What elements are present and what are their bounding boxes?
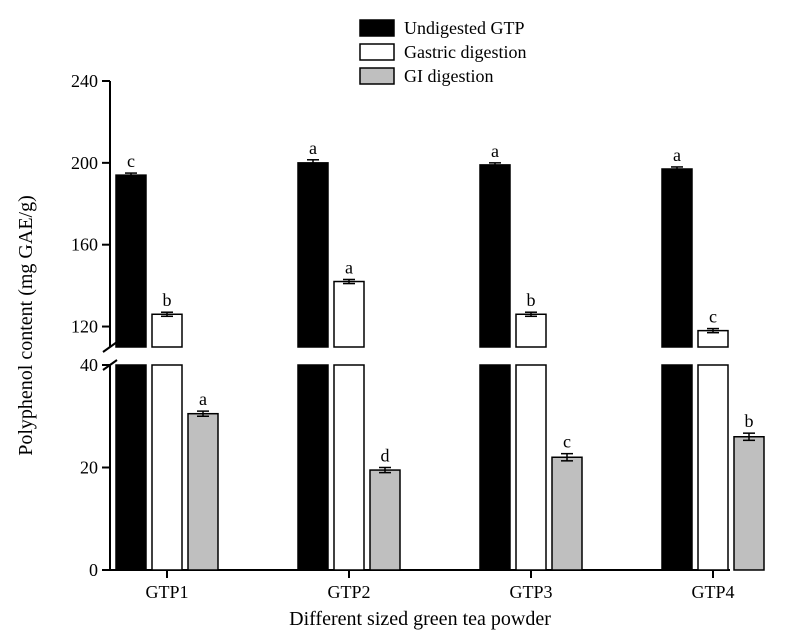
- significance-label: b: [745, 411, 754, 431]
- bar-upper: [334, 282, 364, 347]
- x-category-label: GTP2: [327, 582, 370, 602]
- ytick-label: 240: [71, 71, 98, 91]
- significance-label: d: [381, 446, 390, 466]
- bar-upper: [298, 163, 328, 347]
- significance-label: a: [199, 389, 207, 409]
- legend-swatch: [360, 68, 394, 84]
- ytick-label: 200: [71, 153, 98, 173]
- bar: [370, 470, 400, 570]
- bar-lower: [116, 365, 146, 570]
- bar-upper: [662, 169, 692, 347]
- significance-label: b: [527, 290, 536, 310]
- ytick-label: 0: [89, 560, 98, 580]
- significance-label: c: [709, 307, 717, 327]
- bar-upper: [152, 314, 182, 347]
- legend-label: GI digestion: [404, 66, 494, 86]
- ytick-label: 20: [80, 458, 98, 478]
- bar: [734, 437, 764, 570]
- bar-lower: [152, 365, 182, 570]
- bar-lower: [298, 365, 328, 570]
- x-category-label: GTP1: [145, 582, 188, 602]
- polyphenol-bar-chart: 0 20 40 120 160 200 240 Polyphenol content (mg …: [0, 0, 786, 637]
- ytick-label: 120: [71, 317, 98, 337]
- ytick-label: 160: [71, 235, 98, 255]
- bar-lower: [698, 365, 728, 570]
- chart-svg: 0 20 40 120 160 200 240 Polyphenol content (mg …: [0, 0, 786, 637]
- significance-label: a: [491, 141, 499, 161]
- legend-label: Gastric digestion: [404, 42, 526, 62]
- bar-lower: [516, 365, 546, 570]
- significance-label: a: [673, 145, 681, 165]
- legend-swatch: [360, 44, 394, 60]
- bar-upper: [516, 314, 546, 347]
- significance-label: c: [563, 432, 571, 452]
- bar: [188, 414, 218, 570]
- bar-lower: [480, 365, 510, 570]
- significance-label: a: [309, 138, 317, 158]
- y-axis-title: Polyphenol content (mg GAE/g): [15, 195, 37, 456]
- bar-lower: [662, 365, 692, 570]
- bar: [552, 457, 582, 570]
- bar-upper: [480, 165, 510, 347]
- significance-label: b: [163, 290, 172, 310]
- significance-label: a: [345, 257, 353, 277]
- x-category-label: GTP3: [509, 582, 552, 602]
- ytick-label: 40: [80, 355, 98, 375]
- x-category-label: GTP4: [691, 582, 734, 602]
- bar-lower: [334, 365, 364, 570]
- legend-swatch: [360, 20, 394, 36]
- significance-label: c: [127, 151, 135, 171]
- x-axis-title: Different sized green tea powder: [289, 608, 551, 630]
- legend-label: Undigested GTP: [404, 18, 525, 38]
- bar-upper: [116, 175, 146, 347]
